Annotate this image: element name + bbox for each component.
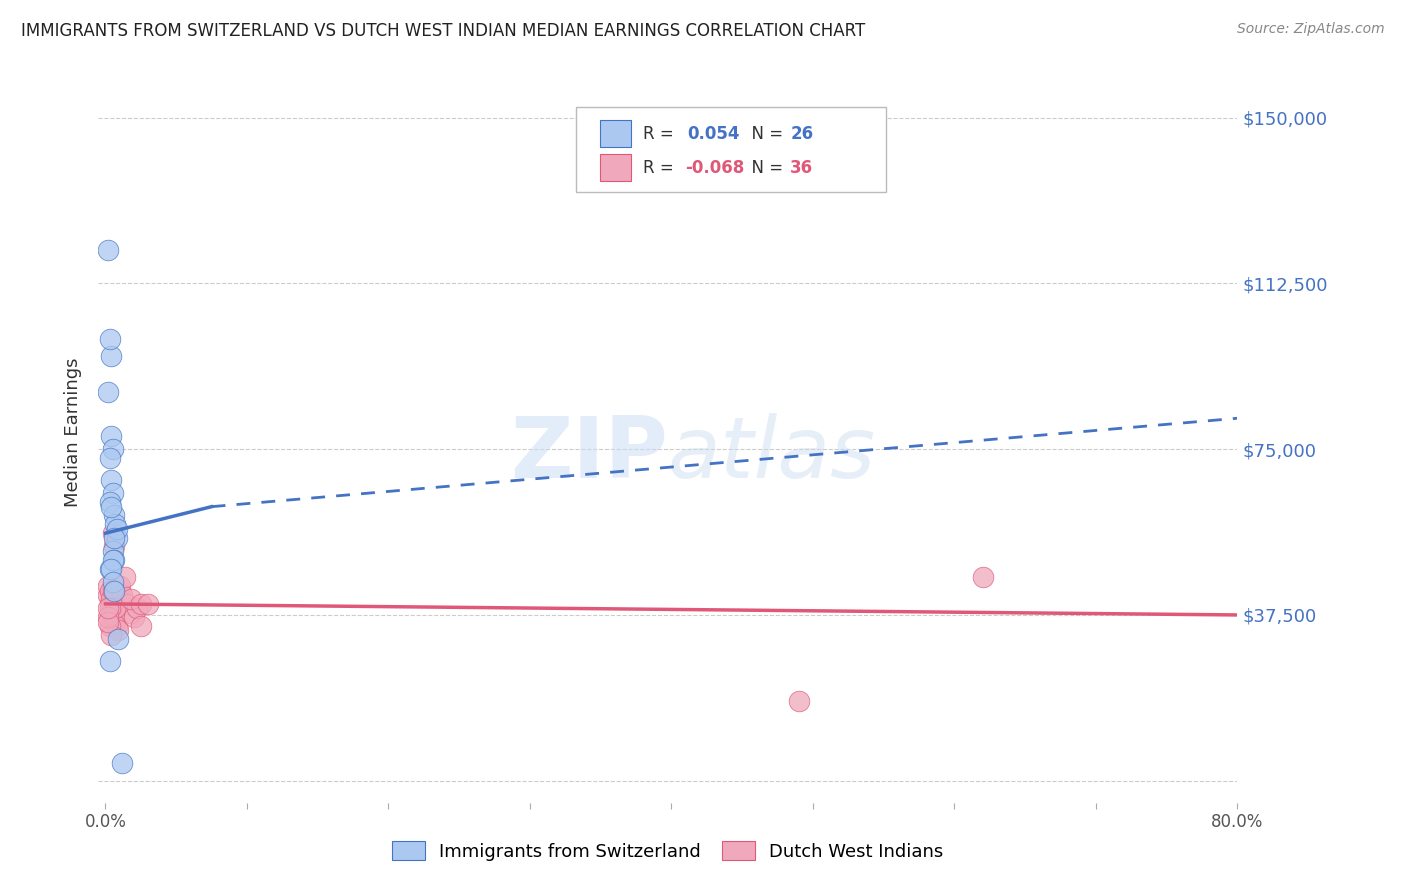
Point <box>103 615 125 629</box>
Point <box>98 495 121 509</box>
Point <box>101 544 124 558</box>
Point <box>114 570 136 584</box>
Point <box>100 350 122 364</box>
Point <box>101 552 124 566</box>
Point <box>101 486 124 500</box>
Point <box>129 597 152 611</box>
Point <box>98 601 121 615</box>
Text: Source: ZipAtlas.com: Source: ZipAtlas.com <box>1237 22 1385 37</box>
Point <box>103 540 125 554</box>
Point <box>101 583 124 598</box>
Text: N =: N = <box>741 125 789 143</box>
Point <box>103 583 125 598</box>
Point <box>100 628 122 642</box>
Point <box>97 579 120 593</box>
Text: R =: R = <box>643 159 679 177</box>
Point <box>120 592 142 607</box>
Point <box>98 654 121 668</box>
Point <box>107 632 129 647</box>
Point <box>111 588 134 602</box>
Point <box>101 526 124 541</box>
Point <box>101 574 124 589</box>
Text: atlas: atlas <box>668 413 876 496</box>
Point <box>104 601 127 615</box>
Point <box>103 552 125 566</box>
Text: R =: R = <box>643 125 679 143</box>
Point <box>105 531 128 545</box>
Point <box>101 442 124 457</box>
Point <box>104 517 127 532</box>
Point <box>97 244 120 258</box>
Point <box>100 429 122 443</box>
Point <box>97 588 120 602</box>
Text: -0.068: -0.068 <box>685 159 744 177</box>
Legend: Immigrants from Switzerland, Dutch West Indians: Immigrants from Switzerland, Dutch West … <box>385 834 950 868</box>
Point <box>100 500 122 514</box>
Text: 36: 36 <box>790 159 813 177</box>
Point <box>129 619 152 633</box>
Point <box>97 384 120 399</box>
Point <box>100 592 122 607</box>
Point <box>98 561 121 575</box>
Point <box>122 610 145 624</box>
Point <box>100 473 122 487</box>
Point <box>972 570 994 584</box>
Point <box>103 610 125 624</box>
Point <box>787 694 810 708</box>
Point <box>97 615 120 629</box>
Text: 0.054: 0.054 <box>688 125 740 143</box>
Point <box>108 579 131 593</box>
Point <box>97 610 120 624</box>
Point <box>98 597 121 611</box>
Point <box>101 601 124 615</box>
Point <box>98 332 121 346</box>
Point <box>101 610 124 624</box>
Point <box>111 756 134 770</box>
Point <box>97 601 120 615</box>
Point <box>100 561 122 575</box>
Point <box>107 624 129 638</box>
Y-axis label: Median Earnings: Median Earnings <box>65 358 83 508</box>
Point <box>98 619 121 633</box>
Point <box>105 522 128 536</box>
Point <box>125 601 148 615</box>
Point <box>120 606 142 620</box>
Point <box>103 508 125 523</box>
Point <box>103 531 125 545</box>
Text: N =: N = <box>741 159 789 177</box>
Point <box>136 597 159 611</box>
Point <box>98 583 121 598</box>
Text: ZIP: ZIP <box>510 413 668 496</box>
Text: IMMIGRANTS FROM SWITZERLAND VS DUTCH WEST INDIAN MEDIAN EARNINGS CORRELATION CHA: IMMIGRANTS FROM SWITZERLAND VS DUTCH WES… <box>21 22 865 40</box>
Point <box>115 597 138 611</box>
Point <box>105 619 128 633</box>
Point <box>104 615 127 629</box>
Text: 26: 26 <box>790 125 813 143</box>
Point <box>100 606 122 620</box>
Point <box>98 450 121 465</box>
